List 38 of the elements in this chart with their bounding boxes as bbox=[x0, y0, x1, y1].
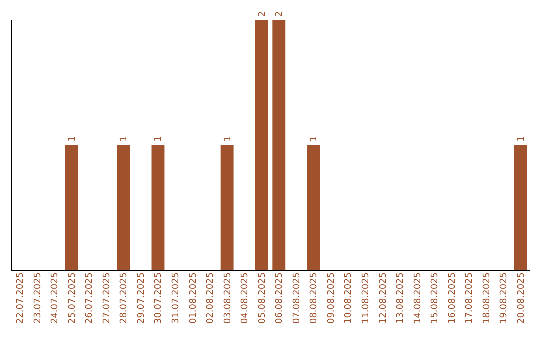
data-label: 2 bbox=[275, 11, 286, 17]
x-tick-label: 18.08.2025 bbox=[482, 272, 492, 324]
x-tick-label: 05.08.2025 bbox=[258, 272, 268, 324]
x-tick-label: 16.08.2025 bbox=[448, 272, 458, 324]
data-label: 1 bbox=[68, 136, 78, 142]
x-tick-label: 22.07.2025 bbox=[16, 272, 26, 324]
x-tick-label: 12.08.2025 bbox=[378, 272, 389, 324]
x-tick-label: 13.08.2025 bbox=[396, 272, 406, 324]
data-label: 2 bbox=[258, 11, 268, 17]
x-tick-label: 15.08.2025 bbox=[430, 272, 441, 324]
x-tick-label: 04.08.2025 bbox=[240, 272, 251, 324]
data-label: 1 bbox=[310, 136, 320, 142]
x-tick-label: 14.08.2025 bbox=[413, 272, 424, 324]
x-tick-label: 19.08.2025 bbox=[500, 272, 510, 324]
x-tick-label: 26.07.2025 bbox=[85, 272, 96, 324]
x-tick-label: 25.07.2025 bbox=[68, 272, 78, 324]
data-label: 1 bbox=[120, 136, 130, 142]
x-tick-label: 20.08.2025 bbox=[516, 272, 527, 324]
data-label: 1 bbox=[223, 136, 234, 142]
x-tick-label: 17.08.2025 bbox=[465, 272, 476, 324]
x-tick-label: 30.07.2025 bbox=[154, 272, 164, 324]
x-tick-label: 27.07.2025 bbox=[102, 272, 112, 324]
x-tick-label: 03.08.2025 bbox=[223, 272, 234, 324]
x-tick-label: 28.07.2025 bbox=[120, 272, 130, 324]
x-tick-label: 07.08.2025 bbox=[292, 272, 302, 324]
x-tick-label: 08.08.2025 bbox=[310, 272, 320, 324]
x-tick-label: 23.07.2025 bbox=[33, 272, 44, 324]
x-tick-label: 06.08.2025 bbox=[275, 272, 286, 324]
x-tick-label: 29.07.2025 bbox=[136, 272, 147, 324]
x-tick-label: 31.07.2025 bbox=[172, 272, 182, 324]
data-label: 1 bbox=[154, 136, 164, 142]
x-tick-label: 10.08.2025 bbox=[344, 272, 354, 324]
x-tick-label: 09.08.2025 bbox=[326, 272, 337, 324]
x-tick-label: 01.08.2025 bbox=[188, 272, 199, 324]
x-tick-label: 02.08.2025 bbox=[206, 272, 216, 324]
x-tick-label: 24.07.2025 bbox=[50, 272, 61, 324]
x-tick-label: 11.08.2025 bbox=[361, 272, 372, 324]
data-label: 1 bbox=[516, 136, 527, 142]
